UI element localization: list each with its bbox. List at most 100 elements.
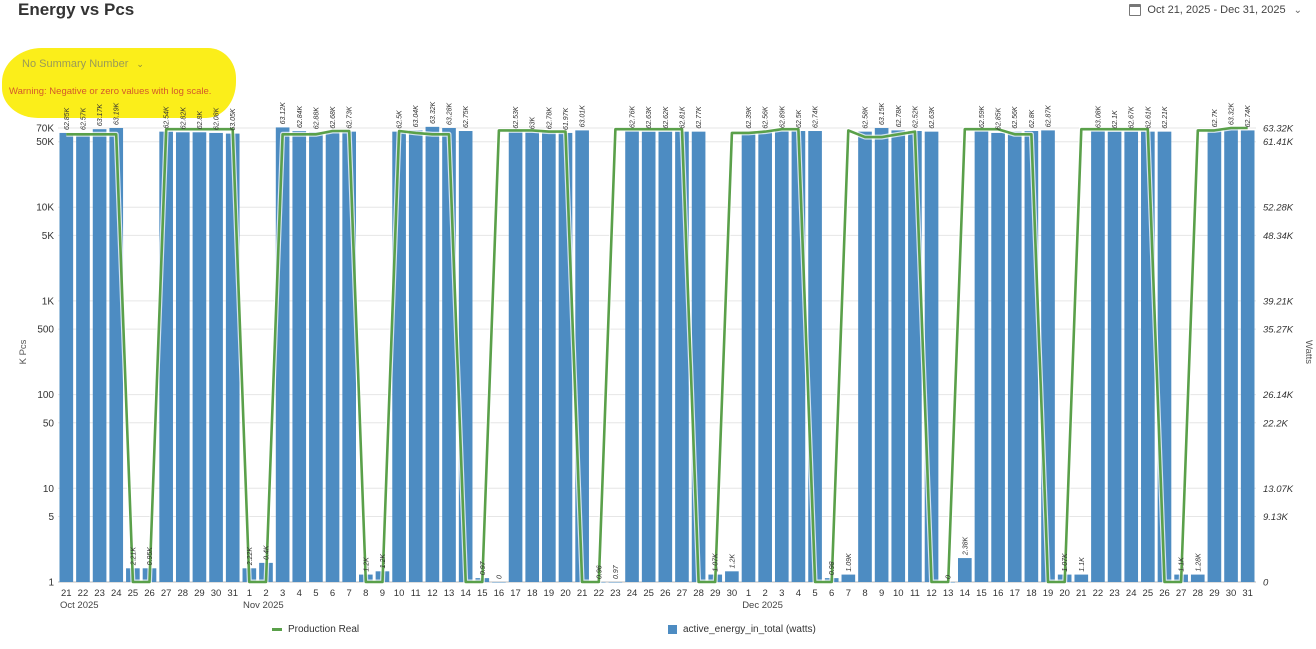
x-tick-label: 16 — [993, 588, 1004, 599]
bar-data-label: 61.97K — [563, 107, 570, 130]
log-scale-warning: Warning: Negative or zero values with lo… — [9, 86, 212, 97]
bar-data-label: 62.5K — [397, 110, 404, 129]
x-tick-label: 19 — [1043, 588, 1054, 599]
left-tick-label: 5K — [42, 231, 55, 242]
bar-data-label: 62.89K — [779, 105, 786, 128]
x-tick-label: 29 — [194, 588, 205, 599]
x-tick-label: 31 — [1242, 588, 1253, 599]
right-tick-label: 22.2K — [1262, 418, 1288, 429]
bar-data-label: 1.09K — [846, 553, 853, 572]
bar — [641, 131, 656, 583]
bar-data-label: 1.07K — [1062, 553, 1069, 572]
x-tick-label: 13 — [943, 588, 954, 599]
bar-data-label: 0.95K — [147, 547, 154, 566]
x-tick-label: 12 — [427, 588, 438, 599]
bar — [1091, 131, 1105, 582]
production-real-line — [66, 126, 1248, 584]
x-tick-label: 30 — [727, 588, 738, 599]
bar — [76, 132, 90, 583]
x-tick-label: 7 — [347, 588, 352, 599]
x-tick-label: 5 — [313, 588, 318, 599]
legend-label: Production Real — [288, 624, 360, 635]
x-tick-label: 28 — [693, 588, 704, 599]
summary-number-dropdown[interactable]: No Summary Number ⌄ — [22, 58, 144, 70]
bar-data-label: 63.04K — [413, 105, 420, 128]
calendar-icon — [1129, 4, 1142, 16]
left-tick-label: 70K — [36, 124, 54, 135]
yellow-highlight — [2, 48, 236, 118]
bar — [209, 132, 223, 583]
bar-data-label: 0.4K — [263, 545, 270, 560]
bar-data-label: 62.63K — [646, 106, 653, 129]
bar-data-label: 62.61K — [1145, 106, 1152, 129]
left-tick-label: 10 — [43, 484, 55, 495]
bar-data-label: 62.21K — [1162, 106, 1169, 129]
bar-data-label: 2.22K — [247, 547, 254, 567]
x-tick-label: 24 — [111, 588, 122, 599]
x-tick-label: 31 — [227, 588, 238, 599]
legend-label: active_energy_in_total (watts) — [683, 624, 816, 635]
x-tick-label: 21 — [577, 588, 588, 599]
x-tick-label: 8 — [363, 588, 368, 599]
bar-data-label: 0.97 — [613, 564, 620, 579]
x-tick-label: 18 — [1026, 588, 1037, 599]
bar — [1007, 131, 1022, 583]
x-tick-label: 14 — [960, 588, 971, 599]
x-tick-label: 21 — [61, 588, 72, 599]
bar-data-label: 62.68K — [330, 106, 337, 129]
bar — [841, 574, 856, 582]
bar — [92, 129, 107, 583]
bar-data-label: 62.85K — [996, 107, 1003, 130]
bar-series — [59, 126, 1255, 583]
bar-data-label: 62.75K — [463, 105, 470, 128]
bar — [957, 558, 972, 582]
x-tick-label: 9 — [380, 588, 385, 599]
bar — [542, 132, 556, 583]
x-tick-label: 23 — [610, 588, 621, 599]
bar — [774, 131, 789, 582]
bar-data-label: 62.82K — [180, 107, 187, 130]
bar-data-label: 63.01K — [580, 105, 587, 128]
x-tick-label: 2 — [263, 588, 268, 599]
bar-data-label: 62.74K — [1245, 105, 1252, 128]
x-month-label: Dec 2025 — [742, 600, 783, 611]
x-month-label: Nov 2025 — [243, 600, 284, 611]
bar-data-label: 1.2K — [380, 554, 387, 569]
legend-item-active-energy[interactable]: active_energy_in_total (watts) — [668, 624, 816, 635]
x-tick-label: 21 — [1076, 588, 1087, 599]
bar-data-label: 62.53K — [513, 106, 520, 129]
bar-data-label: 0.98 — [829, 561, 836, 575]
chart-title: Energy vs Pcs — [18, 0, 135, 19]
bar-data-label: 62.08K — [214, 107, 221, 130]
bar-data-label: 62.77K — [696, 106, 703, 129]
bar — [858, 131, 872, 583]
date-range-picker[interactable]: Oct 21, 2025 - Dec 31, 2025 ⌄ — [1129, 4, 1302, 16]
bar-data-label: 63.19K — [114, 102, 121, 125]
bar-data-label: 62.78K — [896, 105, 903, 128]
bar — [175, 132, 190, 583]
bar-data-label: 63.12K — [280, 102, 287, 125]
right-axis: 0 9.13K 13.07K 22.2K 26.14K 35.27K 39.21K 48.34… — [1262, 124, 1294, 589]
x-tick-label: 4 — [297, 588, 302, 599]
x-tick-label: 20 — [560, 588, 571, 599]
x-tick-label: 25 — [128, 588, 139, 599]
bar-data-label: 62.56K — [763, 106, 770, 129]
bar-data-label: 63.32K — [430, 101, 437, 124]
x-tick-label: 25 — [1143, 588, 1154, 599]
x-tick-label: 7 — [846, 588, 851, 599]
legend-item-production-real[interactable]: Production Real — [272, 624, 359, 635]
x-tick-label: 23 — [1109, 588, 1120, 599]
x-tick-label: 14 — [460, 588, 471, 599]
x-tick-label: 26 — [1159, 588, 1170, 599]
bar — [1124, 131, 1139, 583]
x-tick-label: 28 — [1192, 588, 1203, 599]
left-tick-label: 100 — [37, 390, 54, 401]
bar — [1074, 574, 1089, 582]
bar-data-label: 62.58K — [862, 106, 869, 129]
x-tick-label: 22 — [78, 588, 89, 599]
bar-data-label: 63.05K — [230, 108, 237, 131]
bar — [891, 130, 906, 582]
bar-data-label: 63.15K — [879, 102, 886, 125]
legend-bar-swatch — [668, 625, 677, 634]
x-tick-label: 15 — [477, 588, 488, 599]
